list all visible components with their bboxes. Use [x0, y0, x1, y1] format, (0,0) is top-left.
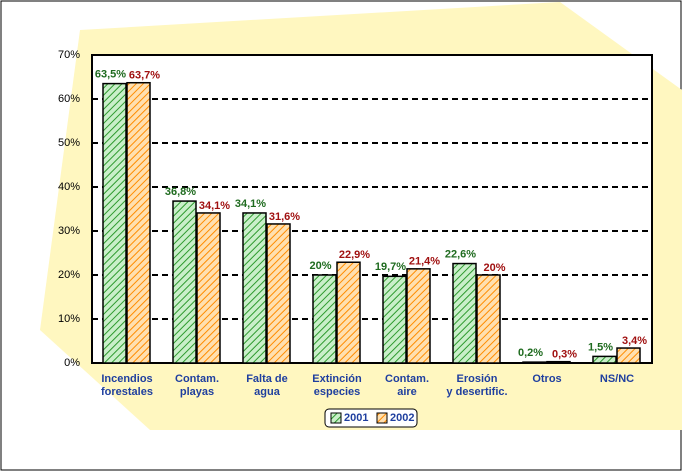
x-tick-label: Otros: [507, 373, 587, 386]
bar: [173, 201, 196, 363]
page: 0%10%20%30%40%50%60%70%63,5%63,7%36,8%34…: [0, 0, 682, 471]
value-label: 63,5%: [95, 69, 126, 81]
value-label: 0,3%: [552, 349, 577, 361]
y-tick-label: 10%: [58, 313, 80, 325]
value-label: 22,9%: [339, 249, 370, 261]
bar: [103, 84, 126, 363]
y-tick-label: 50%: [58, 137, 80, 149]
bar: [547, 362, 570, 363]
value-label: 36,8%: [165, 186, 196, 198]
legend-swatch: [377, 413, 387, 423]
x-tick-label: Incendios forestales: [87, 373, 167, 399]
legend-label: 2002: [390, 412, 414, 424]
y-tick-label: 20%: [58, 269, 80, 281]
value-label: 31,6%: [269, 211, 300, 223]
bar: [407, 269, 430, 363]
bar: [523, 362, 546, 363]
bar: [267, 224, 290, 363]
value-label: 34,1%: [235, 198, 266, 210]
bar: [127, 83, 150, 363]
value-label: 34,1%: [199, 200, 230, 212]
x-tick-label: Contam. playas: [157, 373, 237, 399]
value-label: 19,7%: [375, 261, 406, 273]
chart: 0%10%20%30%40%50%60%70%63,5%63,7%36,8%34…: [0, 0, 682, 471]
bar: [593, 356, 616, 363]
y-tick-label: 0%: [64, 357, 80, 369]
bar: [477, 275, 500, 363]
y-tick-label: 60%: [58, 93, 80, 105]
x-tick-label: Extinción especies: [297, 373, 377, 399]
legend-swatch: [331, 413, 341, 423]
x-tick-label: Falta de agua: [227, 373, 307, 399]
bar: [383, 276, 406, 363]
bar: [313, 275, 336, 363]
bar: [197, 213, 220, 363]
y-tick-label: 30%: [58, 225, 80, 237]
value-label: 22,6%: [445, 248, 476, 260]
bar: [337, 262, 360, 363]
bar: [453, 264, 476, 363]
value-label: 21,4%: [409, 256, 440, 268]
value-label: 20%: [483, 262, 505, 274]
value-label: 63,7%: [129, 70, 160, 82]
bar: [243, 213, 266, 363]
x-tick-label: Contam. aire: [367, 373, 447, 399]
value-label: 1,5%: [588, 341, 613, 353]
bar: [617, 348, 640, 363]
value-label: 20%: [309, 260, 331, 272]
value-label: 3,4%: [622, 335, 647, 347]
legend-label: 2001: [344, 412, 368, 424]
y-tick-label: 40%: [58, 181, 80, 193]
value-label: 0,2%: [518, 347, 543, 359]
y-tick-label: 70%: [58, 49, 80, 61]
x-tick-label: NS/NC: [577, 373, 657, 386]
x-tick-label: Erosión y desertific.: [437, 373, 517, 399]
